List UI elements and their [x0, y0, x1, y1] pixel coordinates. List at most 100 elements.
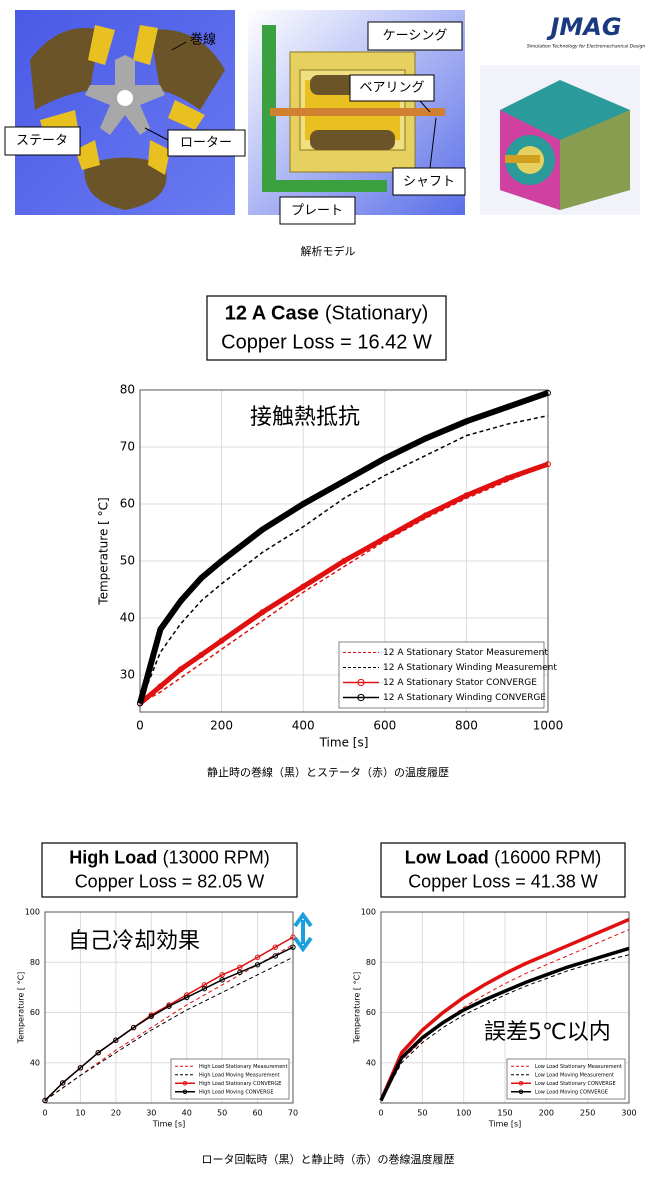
title-sub: (13000 RPM) [163, 847, 270, 867]
series-marker [177, 597, 184, 604]
legend-label: Low Load Stationary Measurement [535, 1064, 622, 1070]
series-line [379, 917, 630, 1102]
series-line [44, 956, 294, 1101]
series-marker [463, 418, 470, 425]
label-box [167, 129, 246, 157]
series-marker [201, 985, 208, 992]
series-marker [422, 512, 429, 519]
series-line [137, 390, 549, 705]
caption: ロータ回転時（黒）と静止時（赤）の巻線温度履歴 [202, 1152, 455, 1166]
legend-label: Low Load Stationary CONVERGE [535, 1081, 616, 1087]
series-marker [77, 1065, 84, 1071]
series-marker [290, 934, 296, 940]
series-marker [545, 389, 551, 396]
legend-label: High Load Stationary Measurement [199, 1064, 287, 1070]
x-tick-label: 100 [456, 1109, 471, 1118]
series-marker [254, 954, 261, 960]
legend-label: Low Load Moving Measurement [535, 1072, 614, 1078]
plot-frame [380, 911, 630, 1104]
legend-label: 12 A Stationary Stator Measurement [383, 648, 548, 658]
x-tick-label: 250 [580, 1109, 595, 1118]
title-box [41, 842, 298, 898]
y-tick-label: 60 [120, 496, 135, 510]
logo: JMAG [546, 13, 621, 41]
y-axis-label: Temperature [ °C] [97, 497, 111, 605]
series-line [44, 946, 294, 1102]
y-tick-label: 80 [30, 958, 40, 967]
x-tick-label: 20 [111, 1109, 121, 1118]
plot-frame [139, 389, 549, 713]
series-marker [463, 492, 470, 499]
title-main: Low Load [405, 847, 489, 867]
y-tick-label: 50 [120, 553, 135, 567]
annotation: 誤差5℃以内 [484, 1020, 611, 1045]
shaft-label: シャフト [403, 175, 455, 190]
x-tick-label: 1000 [533, 719, 564, 733]
series-line [379, 946, 630, 1102]
y-tick-label: 40 [366, 1058, 376, 1067]
y-tick-label: 40 [30, 1058, 40, 1067]
legend-label: High Load Moving Measurement [199, 1072, 280, 1078]
label-box [279, 196, 356, 225]
legend-marker [518, 1081, 524, 1086]
y-tick-label: 100 [361, 908, 376, 917]
series-marker [113, 1037, 119, 1043]
x-tick-label: 600 [373, 719, 396, 733]
x-tick-label: 200 [210, 719, 233, 733]
series-marker [272, 944, 278, 950]
x-tick-label: 200 [539, 1109, 554, 1118]
legend-label: 12 A Stationary Stator CONVERGE [383, 678, 537, 688]
y-tick-label: 40 [120, 610, 135, 624]
x-tick-label: 300 [621, 1109, 636, 1118]
series-line [380, 954, 630, 1101]
series-marker [237, 969, 243, 976]
y-tick-label: 100 [25, 908, 40, 917]
y-axis-label: Temperature [ °C] [17, 972, 26, 1045]
legend-label: 12 A Stationary Winding Measurement [383, 663, 557, 673]
series-marker [237, 964, 243, 970]
x-tick-label: 800 [455, 719, 478, 733]
x-tick-label: 40 [182, 1109, 192, 1118]
series-marker [254, 962, 261, 968]
series-marker [198, 652, 205, 659]
rotor-label: ローター [180, 136, 232, 151]
series-marker [381, 535, 388, 542]
series-marker [341, 478, 347, 485]
x-tick-label: 0 [42, 1109, 47, 1118]
series-marker [219, 977, 225, 983]
series-marker [545, 461, 551, 468]
series-marker [300, 583, 307, 590]
series-marker [137, 700, 143, 707]
y-tick-label: 70 [120, 439, 135, 453]
label-box [392, 167, 466, 196]
x-tick-label: 400 [292, 719, 315, 733]
y-tick-label: 60 [366, 1008, 376, 1017]
title-main: 12 A Case [225, 303, 319, 325]
bearing-label: ベアリング [359, 81, 424, 96]
motor-3d-image [480, 65, 640, 215]
label-box [4, 126, 81, 156]
copper-loss: Copper Loss = 16.42 W [221, 332, 432, 354]
series-marker [157, 683, 164, 690]
series-marker [504, 475, 511, 482]
winding-label: 巻線 [190, 32, 216, 48]
series-marker [42, 1097, 48, 1104]
chart-title: Low Load (16000 RPM) [405, 847, 601, 867]
x-axis-label: Time [s] [319, 736, 369, 750]
legend-marker [357, 693, 365, 702]
legend-label: Low Load Moving CONVERGE [535, 1089, 608, 1095]
x-axis-label: Time [s] [488, 1119, 522, 1128]
x-tick-label: 10 [75, 1109, 85, 1118]
legend-marker [182, 1081, 188, 1086]
title-main: High Load [69, 847, 157, 867]
series-marker [219, 972, 225, 978]
series-marker [381, 455, 388, 462]
legend-label: High Load Moving CONVERGE [199, 1089, 274, 1095]
series-marker [157, 626, 164, 633]
series-marker [341, 557, 347, 564]
series-line [138, 461, 549, 706]
series-marker [166, 1003, 172, 1009]
series-marker [60, 1080, 66, 1086]
series-marker [95, 1050, 101, 1056]
